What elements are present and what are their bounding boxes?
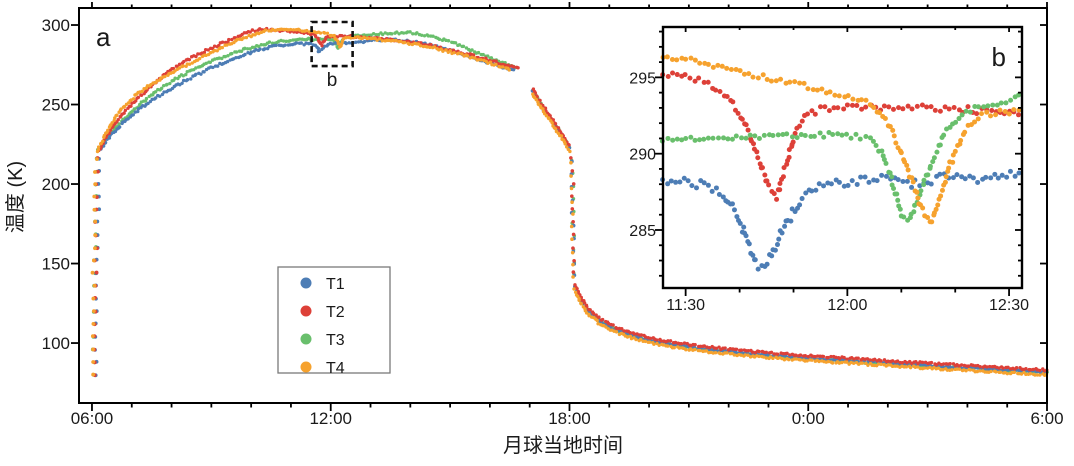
inset-indicator-label: b — [327, 70, 338, 91]
series-T3 — [659, 92, 1022, 223]
x-tick-label: 12:00 — [827, 297, 867, 314]
main-series — [90, 26, 1049, 378]
x-tick-label: 12:30 — [989, 297, 1029, 314]
y-tick-label: 150 — [42, 255, 70, 274]
legend-item-T2: T2 — [300, 304, 345, 321]
inset-axes: 11:30 12:00 12:30 285 290 295 — [629, 25, 1029, 314]
legend-item-T4: T4 — [300, 360, 345, 377]
legend-item-T3: T3 — [300, 332, 345, 349]
inset-indicator-box — [310, 20, 354, 68]
panel-b-label: b — [992, 42, 1006, 72]
series-T1 — [660, 168, 1022, 272]
panel-a-label: a — [96, 22, 111, 52]
inset-background — [663, 27, 1022, 288]
legend-item-T1: T1 — [300, 276, 345, 293]
x-axis-title: 月球当地时间 — [503, 434, 623, 457]
legend-label: T4 — [326, 360, 345, 377]
legend-marker-T3 — [300, 333, 312, 345]
y-tick-label: 300 — [42, 16, 70, 35]
x-tick-label: 18:00 — [548, 409, 591, 428]
x-tick-label: 6:00 — [1030, 409, 1063, 428]
legend-label: T3 — [326, 332, 345, 349]
series-T4 — [90, 27, 1049, 377]
annotations — [310, 20, 354, 68]
x-tick-label: 06:00 — [71, 409, 114, 428]
legend-marker-T4 — [300, 361, 312, 373]
y-axis-title: 温度 (K) — [4, 161, 27, 233]
y-tick-label: 295 — [629, 70, 656, 87]
x-tick-label: 0:00 — [792, 409, 825, 428]
y-tick-label: 290 — [629, 147, 656, 164]
legend-box — [277, 266, 391, 374]
legend-label: T2 — [326, 304, 345, 321]
x-tick-label: 11:30 — [666, 297, 705, 314]
legend: T1 T2 T3 T4 — [277, 266, 391, 377]
legend-marker-T1 — [300, 277, 312, 289]
legend-marker-T2 — [300, 305, 312, 317]
legend-label: T1 — [326, 276, 345, 293]
y-tick-label: 250 — [42, 96, 70, 115]
y-tick-label: 200 — [42, 175, 70, 194]
x-tick-label: 12:00 — [309, 409, 352, 428]
y-tick-label: 100 — [42, 334, 70, 353]
main-axes: 06:00 12:00 18:00 0:00 6:00 100 150 200 250 300 — [42, 2, 1064, 428]
series-T4 — [660, 54, 1022, 225]
y-tick-label: 285 — [629, 223, 656, 240]
